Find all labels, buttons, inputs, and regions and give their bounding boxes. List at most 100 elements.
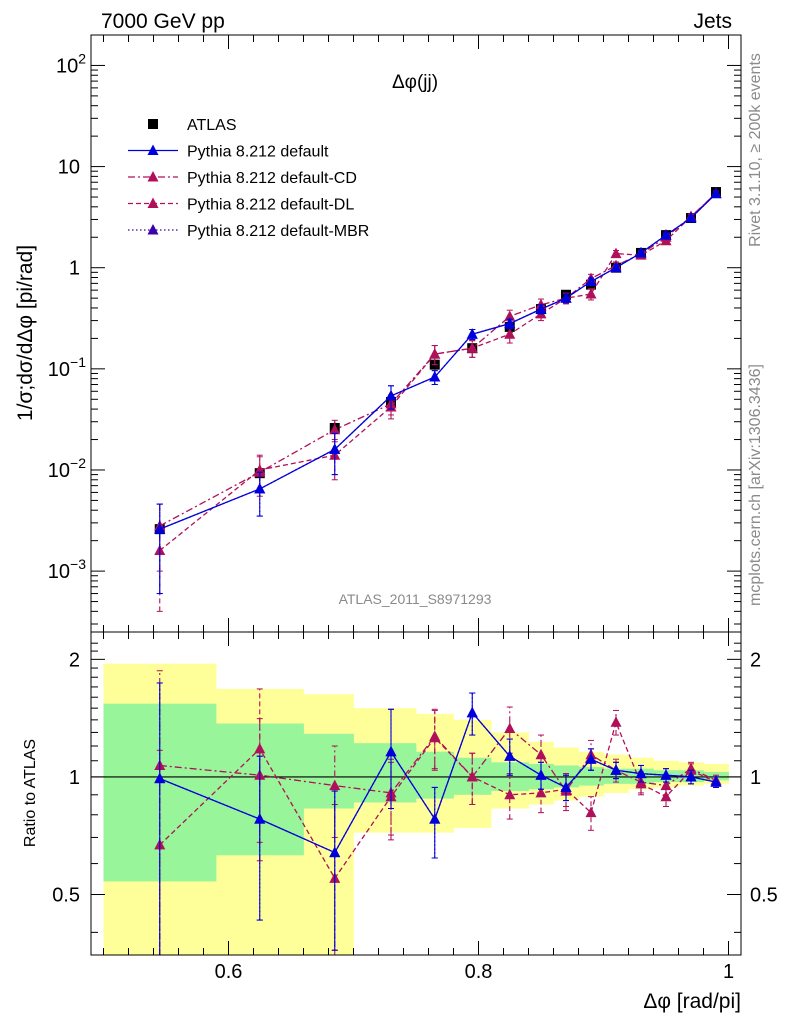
ratio-point [254,813,266,824]
series-line [159,192,717,527]
series-1 [154,187,722,595]
ratio-point [329,846,341,858]
data-point [535,303,547,314]
data-point [466,328,478,339]
legend-entry-0: ATLAS [148,117,237,134]
ratio-point [535,769,547,780]
ratio-point [560,781,572,792]
data-point [560,292,572,303]
ratio-point [635,767,647,779]
uncertainty-band-outer [303,694,354,955]
ratio-point [504,788,516,800]
data-point [429,348,441,359]
data-point [585,275,597,287]
ratio-y-tick-label-right: 2 [750,649,761,671]
ratio-point [535,748,547,760]
ratio-axes: 0.5 0.5 1 1 2 2 0.6 0.8 1 [52,632,778,983]
data-point [429,371,441,382]
legend-entry-4: Pythia 8.212 default-MBR [128,223,369,240]
y-tick-label: 1 [69,258,80,280]
y-tick-label: 10−2 [48,455,86,482]
ratio-point [466,706,478,718]
ratio-plot-content [91,663,741,955]
y-tick-label: 10 [58,157,80,179]
ratio-point [466,770,478,782]
legend-marker [147,171,159,182]
data-point [710,187,722,199]
mcplots-label: mcplots.cern.ch [arXiv:1306.3436] [747,364,764,606]
x-tick-label: 0.6 [215,961,243,983]
ratio-y-tick-label: 2 [69,649,80,671]
legend-marker [147,144,159,155]
ratio-point [685,770,697,782]
main-y-axis-label: 1/σ;dσ/dΔφ [pi/rad] [14,245,37,421]
data-point [504,328,516,339]
data-point [585,287,597,299]
ratio-point [535,786,547,798]
ratio-point [585,753,597,764]
ratio-point [610,764,622,775]
legend-marker [147,197,159,208]
ratio-y-tick-label: 0.5 [52,885,80,907]
ratio-point [385,745,397,757]
ratio-point [154,772,166,784]
ratio-point [710,776,722,787]
data-point [329,423,341,435]
ratio-point [254,742,266,754]
x-tick-label: 0.8 [465,961,493,983]
legend-marker [147,224,159,235]
data-point [610,247,622,259]
uncertainty-band-inner [303,733,354,809]
x-axis-label: Δφ [rad/pi] [643,990,741,1013]
legend-entry-2: Pythia 8.212 default-CD [128,170,357,187]
legend: ATLAS Pythia 8.212 default Pythia 8.212 de… [128,117,369,240]
ratio-point [429,731,441,743]
legend-label: Pythia 8.212 default-MBR [187,223,369,240]
ratio-point [610,716,622,727]
data-point [385,389,397,401]
legend-entry-3: Pythia 8.212 default-DL [128,197,354,214]
y-tick-label: 10−3 [48,556,86,583]
x-tick-label: 1 [723,961,734,983]
ratio-point [329,779,341,791]
main-panel: 10−3 10−2 10−1 1 10 102 Δφ(jj) ATLAS_2011_S89… [14,34,742,633]
data-point [660,229,672,240]
main-axes: 10−3 10−2 10−1 1 10 102 [48,34,741,632]
data-point [466,342,478,353]
legend-marker [148,119,158,129]
data-point [660,234,672,246]
data-point [504,317,516,329]
legend-label: Pythia 8.212 default-CD [187,170,357,187]
main-plot-content [154,187,722,612]
ratio-point [660,769,672,780]
data-point [329,443,341,454]
data-point [610,261,622,273]
data-point [635,246,647,258]
ratio-y-tick-label-right: 1 [750,767,761,789]
ratio-y-axis-label: Ratio to ATLAS [22,739,39,847]
ratio-point [504,750,516,761]
rivet-version-label: Rivet 3.1.10, ≥ 200k events [747,53,764,247]
legend-label: Pythia 8.212 default-DL [187,197,354,214]
legend-label: Pythia 8.212 default [187,144,329,161]
ratio-point [504,722,516,734]
y-tick-label: 10−1 [48,354,86,381]
ratio-y-tick-label-right: 0.5 [750,885,778,907]
data-point [685,212,697,223]
ratio-series-0 [154,682,722,955]
data-point [254,482,266,494]
series-line [159,193,717,552]
plot-title: Δφ(jj) [392,72,438,93]
ratio-frame [90,631,742,956]
ratio-point [429,813,441,824]
legend-entry-1: Pythia 8.212 default [128,144,329,161]
ratio-point [660,790,672,802]
header-process: Jets [693,10,732,33]
legend-label: ATLAS [187,117,237,134]
analysis-id: ATLAS_2011_S8971293 [339,591,492,607]
ratio-point [685,764,697,775]
ratio-point [635,777,647,789]
data-point [504,310,516,321]
header-energy: 7000 GeV pp [101,10,225,33]
